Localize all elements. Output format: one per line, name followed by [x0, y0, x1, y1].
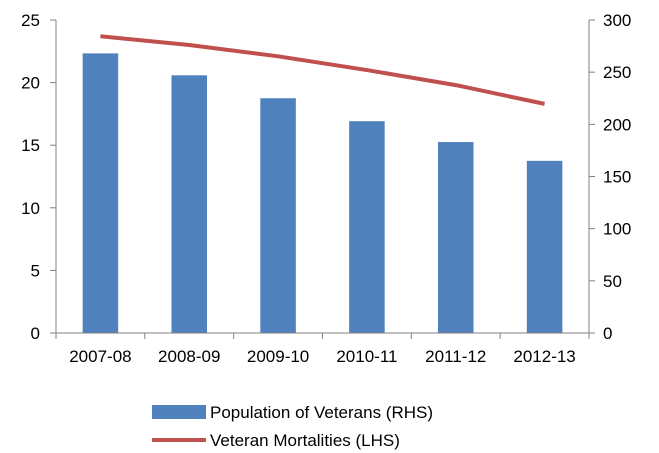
bar-2010-11: [349, 121, 385, 333]
x-tick-label: 2007-08: [69, 347, 131, 366]
y-left-tick-label: 20: [21, 74, 40, 93]
x-tick-label: 2009-10: [247, 347, 309, 366]
y-left-tick-label: 25: [21, 11, 40, 30]
bar-2007-08: [82, 53, 119, 333]
y-right-tick-label: 250: [603, 63, 631, 82]
y-left-tick-label: 15: [21, 136, 40, 155]
y-right-tick-label: 150: [603, 168, 631, 187]
series-line-veteran-mortalities: [100, 34, 545, 106]
y-right-tick-label: 200: [603, 115, 631, 134]
bars-group: [82, 53, 563, 334]
x-tick-label: 2012-13: [513, 347, 575, 366]
y-right-tick-label: 0: [603, 324, 612, 343]
legend: Population of Veterans (RHS) Veteran Mort…: [152, 403, 433, 450]
legend-label-line: Veteran Mortalities (LHS): [210, 431, 400, 450]
y-right-tick-label: 50: [603, 272, 622, 291]
legend-swatch-bar: [152, 405, 206, 419]
y-right-tick-label: 300: [603, 11, 631, 30]
x-tick-label: 2008-09: [158, 347, 220, 366]
y-left-tick-label: 10: [21, 199, 40, 218]
bar-2008-09: [171, 75, 208, 334]
x-tick-label: 2011-12: [425, 347, 486, 366]
bar-2012-13: [526, 160, 563, 333]
y-left-tick-label: 5: [31, 261, 40, 280]
y-right-tick-label: 100: [603, 220, 631, 239]
bar-2009-10: [260, 98, 296, 333]
x-tick-label: 2010-11: [336, 347, 397, 366]
line-group: [100, 34, 545, 106]
y-left-tick-label: 0: [31, 324, 40, 343]
legend-label-bar: Population of Veterans (RHS): [210, 403, 433, 422]
bar-2011-12: [437, 142, 474, 333]
